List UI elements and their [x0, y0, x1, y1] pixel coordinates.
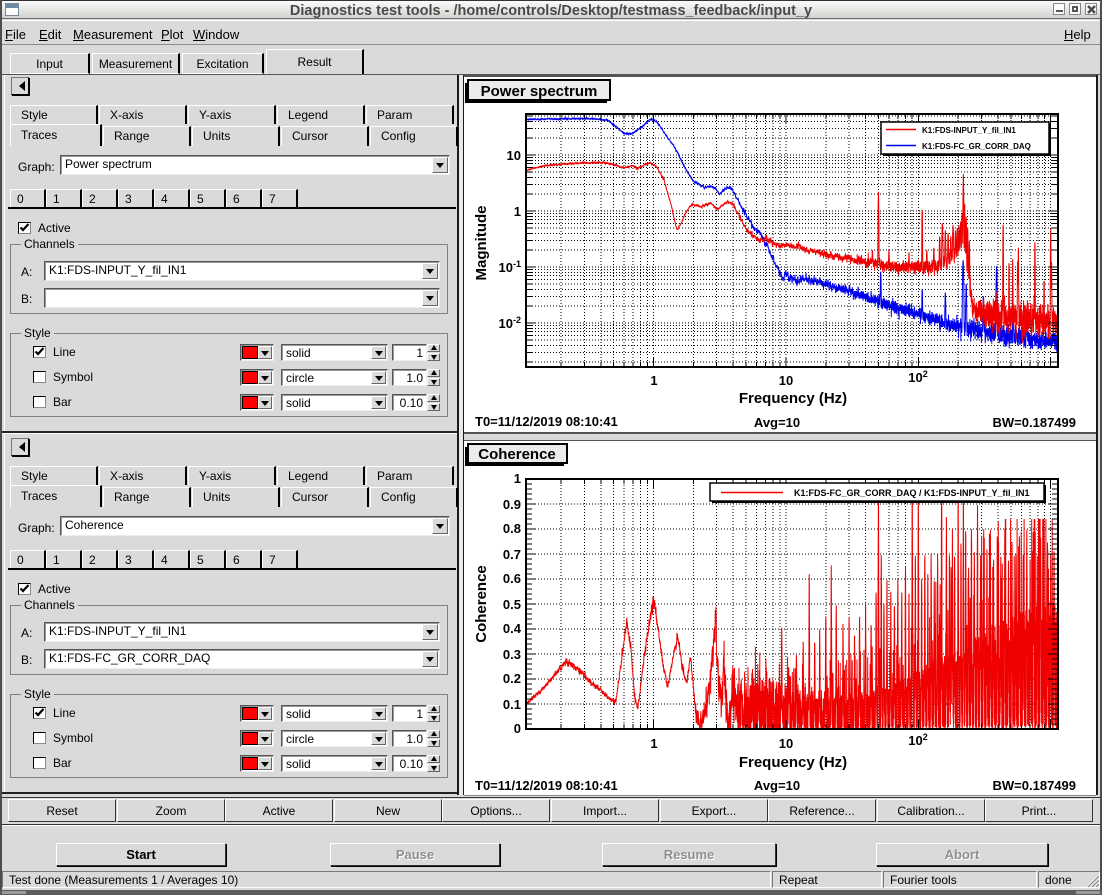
svg-text:T0=11/12/2019 08:10:41: T0=11/12/2019 08:10:41 [475, 778, 618, 793]
svg-text:1: 1 [514, 204, 521, 219]
svg-text:BW=0.187499: BW=0.187499 [993, 778, 1076, 793]
svg-text:0.8: 0.8 [503, 521, 521, 536]
svg-text:10-2: 10-2 [499, 315, 521, 331]
svg-text:Avg=10: Avg=10 [754, 778, 800, 793]
svg-text:Coherence: Coherence [478, 446, 556, 463]
svg-text:102: 102 [908, 369, 927, 385]
svg-text:10: 10 [779, 373, 793, 388]
svg-text:0.4: 0.4 [503, 621, 522, 636]
svg-text:0.9: 0.9 [503, 497, 521, 512]
svg-text:Magnitude: Magnitude [473, 206, 490, 281]
svg-text:0.7: 0.7 [503, 547, 521, 562]
svg-text:0.5: 0.5 [503, 597, 521, 612]
svg-text:Power spectrum: Power spectrum [481, 83, 598, 100]
svg-text:K1:FDS-FC_GR_CORR_DAQ / K1:FDS: K1:FDS-FC_GR_CORR_DAQ / K1:FDS-INPUT_Y_f… [794, 488, 1030, 498]
svg-text:K1:FDS-FC_GR_CORR_DAQ: K1:FDS-FC_GR_CORR_DAQ [922, 142, 1031, 151]
svg-text:Frequency (Hz): Frequency (Hz) [739, 390, 847, 407]
svg-text:K1:FDS-INPUT_Y_fil_IN1: K1:FDS-INPUT_Y_fil_IN1 [922, 126, 1016, 135]
svg-text:T0=11/12/2019 08:10:41: T0=11/12/2019 08:10:41 [475, 414, 618, 429]
svg-text:0: 0 [514, 721, 521, 736]
svg-text:1: 1 [514, 471, 521, 486]
svg-text:Avg=10: Avg=10 [754, 415, 800, 430]
svg-text:BW=0.187499: BW=0.187499 [993, 415, 1076, 430]
svg-text:10: 10 [507, 148, 521, 163]
svg-text:Coherence: Coherence [473, 565, 490, 643]
svg-text:0.2: 0.2 [503, 671, 521, 686]
svg-text:10: 10 [779, 736, 793, 751]
svg-text:1: 1 [650, 373, 657, 388]
svg-text:102: 102 [908, 732, 927, 748]
svg-text:0.6: 0.6 [503, 571, 521, 586]
svg-text:10-1: 10-1 [499, 259, 521, 275]
svg-text:1: 1 [650, 736, 657, 751]
svg-text:0.3: 0.3 [503, 647, 521, 662]
svg-text:Frequency (Hz): Frequency (Hz) [739, 754, 847, 771]
svg-text:0.1: 0.1 [503, 697, 521, 712]
